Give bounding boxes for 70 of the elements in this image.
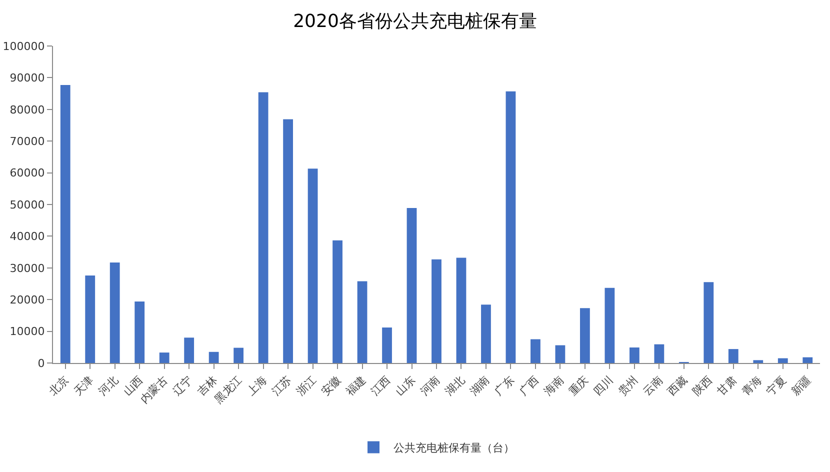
x-tick-label: 天津	[71, 374, 96, 398]
bar	[110, 262, 120, 363]
bar	[580, 308, 590, 363]
x-tick-label: 新疆	[788, 374, 814, 398]
x-tick-label: 宁夏	[764, 374, 789, 398]
y-tick-label: 70000	[10, 134, 45, 148]
bar	[555, 345, 566, 363]
x-tick-label: 江西	[368, 374, 394, 398]
bar	[802, 357, 813, 363]
x-tick-label: 西藏	[665, 374, 690, 398]
bar	[134, 302, 145, 363]
bar	[258, 92, 268, 363]
x-tick-label: 重庆	[566, 374, 591, 398]
bar	[85, 276, 96, 363]
x-tick-label: 安徽	[318, 374, 344, 398]
bar	[481, 304, 491, 363]
bar	[406, 208, 417, 363]
bar	[753, 360, 764, 363]
x-tick-label: 北京	[46, 374, 72, 398]
bar	[234, 348, 244, 363]
bar	[456, 258, 466, 363]
x-tick-label: 山东	[393, 374, 418, 398]
x-tick-label: 贵州	[616, 374, 640, 398]
x-tick-label: 辽宁	[170, 374, 196, 398]
bar	[159, 352, 170, 363]
x-tick-label: 四川	[590, 374, 616, 398]
bar	[60, 84, 70, 363]
chart-title: 2020各省份公共充电桩保有量	[293, 10, 537, 32]
x-tick-label: 海南	[541, 374, 566, 398]
bar	[283, 119, 293, 363]
y-tick-label: 90000	[10, 72, 45, 85]
bar	[382, 328, 392, 363]
x-tick-label: 湖南	[467, 374, 492, 398]
bar	[332, 240, 342, 363]
y-tick-label: 30000	[10, 262, 45, 275]
y-tick-label: 50000	[10, 198, 45, 212]
y-tick-label: 100000	[2, 40, 45, 53]
bar	[654, 344, 664, 363]
x-tick-label: 广西	[516, 374, 542, 398]
y-tick-label: 40000	[10, 230, 45, 244]
x-tick-label: 河北	[96, 374, 121, 398]
y-tick-label: 60000	[10, 166, 45, 180]
bar	[728, 349, 738, 363]
bar	[357, 281, 368, 363]
x-tick-label: 浙江	[294, 374, 319, 398]
x-tick-label: 广东	[492, 374, 517, 398]
bar	[308, 168, 318, 363]
x-tick-label: 湖北	[442, 374, 468, 398]
bar	[530, 339, 540, 363]
x-tick-label: 云南	[640, 374, 666, 398]
bar	[432, 259, 442, 363]
x-tick-label: 青海	[739, 374, 764, 398]
bar	[208, 352, 219, 363]
x-tick-label: 河南	[418, 374, 443, 398]
y-tick-label: 80000	[10, 103, 45, 116]
y-tick-label: 10000	[10, 325, 45, 338]
x-tick-label: 福建	[344, 374, 368, 398]
x-tick-label: 上海	[244, 374, 270, 398]
x-tick-label: 江苏	[269, 374, 294, 398]
legend-label: 公共充电桩保有量（台）	[394, 442, 514, 455]
bar	[184, 338, 194, 363]
bar	[629, 347, 640, 363]
bar	[778, 358, 788, 363]
bar	[704, 282, 714, 363]
bar	[506, 91, 516, 363]
y-tick-label: 0	[38, 356, 45, 370]
y-tick-label: 20000	[10, 293, 45, 306]
x-tick-label: 甘肃	[714, 374, 740, 398]
bar	[604, 288, 615, 363]
x-tick-label: 陕西	[690, 374, 715, 398]
